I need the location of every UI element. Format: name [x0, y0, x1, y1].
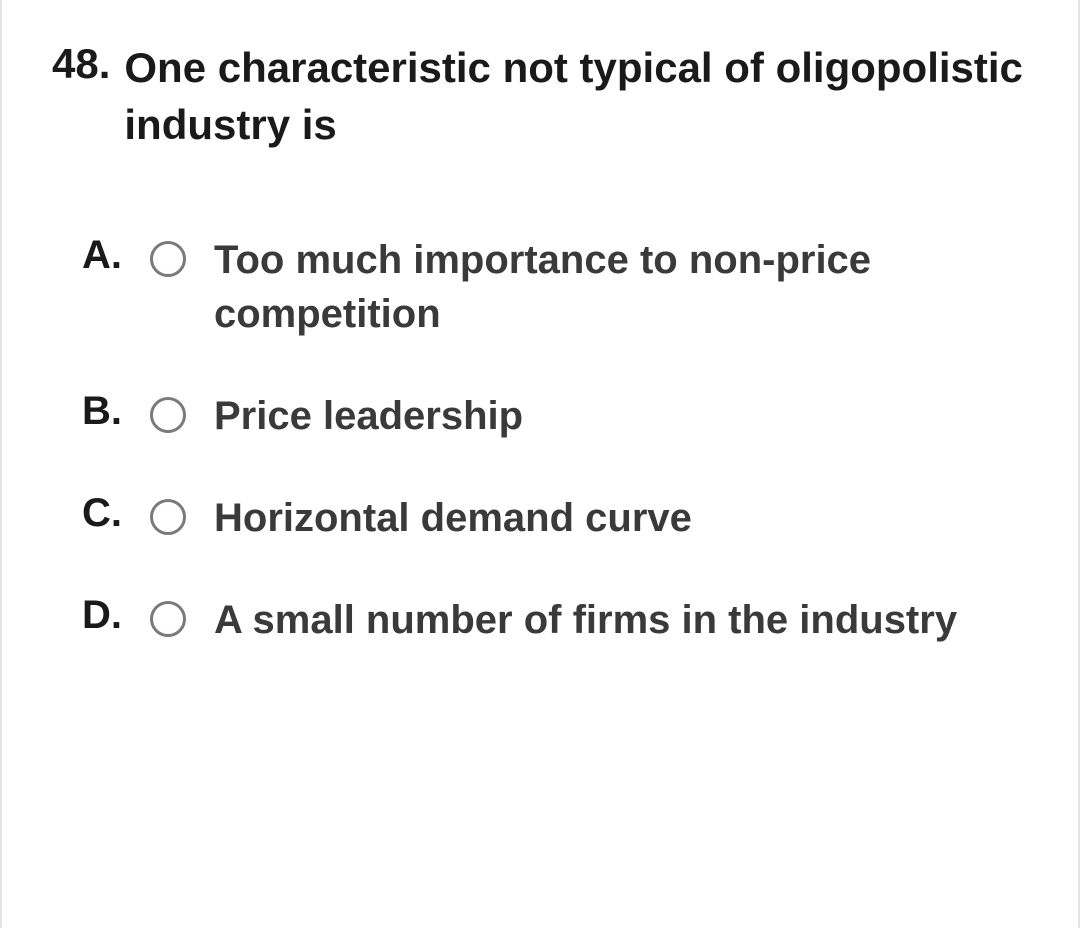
question-number: 48.	[52, 40, 110, 88]
option-letter: B.	[82, 389, 150, 434]
option-letter: D.	[82, 593, 150, 638]
question-container: 48. One characteristic not typical of ol…	[2, 0, 1078, 715]
radio-d[interactable]	[150, 601, 186, 637]
option-text: Too much importance to non-price competi…	[214, 233, 1028, 341]
option-letter: C.	[82, 491, 150, 536]
option-d[interactable]: D. A small number of firms in the indust…	[82, 593, 1028, 647]
option-c[interactable]: C. Horizontal demand curve	[82, 491, 1028, 545]
option-text: Price leadership	[214, 389, 523, 443]
radio-c[interactable]	[150, 499, 186, 535]
options-list: A. Too much importance to non-price comp…	[52, 233, 1028, 647]
option-text: Horizontal demand curve	[214, 491, 692, 545]
radio-b[interactable]	[150, 397, 186, 433]
question-text: One characteristic not typical of oligop…	[124, 40, 1028, 153]
radio-a[interactable]	[150, 241, 186, 277]
option-b[interactable]: B. Price leadership	[82, 389, 1028, 443]
option-text: A small number of firms in the industry	[214, 593, 957, 647]
option-letter: A.	[82, 233, 150, 278]
option-a[interactable]: A. Too much importance to non-price comp…	[82, 233, 1028, 341]
question-row: 48. One characteristic not typical of ol…	[52, 40, 1028, 153]
